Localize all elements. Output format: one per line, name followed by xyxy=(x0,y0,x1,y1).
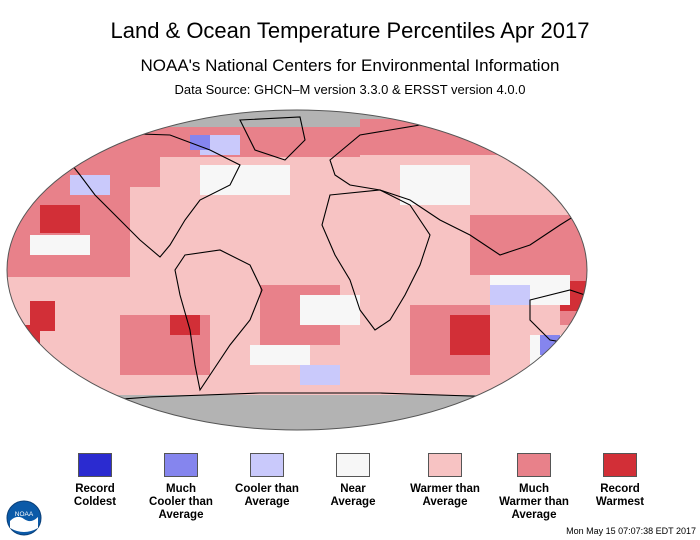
globe-border xyxy=(6,109,588,431)
region-near-7 xyxy=(400,165,470,205)
region-mcool-1 xyxy=(540,335,560,355)
region-record-4 xyxy=(450,315,490,355)
region-record-1 xyxy=(40,205,80,233)
australia-outline xyxy=(529,289,587,346)
legend-item-near: Near Average xyxy=(308,453,398,509)
legend-label-cooler: Cooler than Average xyxy=(235,483,299,508)
legend-item-record-warmest: Record Warmest xyxy=(575,453,665,509)
map-title: Land & Ocean Temperature Percentiles Apr… xyxy=(110,18,590,43)
region-mcool-2 xyxy=(190,135,210,150)
region-near-2 xyxy=(30,235,90,255)
region-mw-arctic-east xyxy=(360,119,580,155)
region-near-4 xyxy=(300,295,360,325)
antarctic-missing xyxy=(7,395,587,430)
legend-label-warmer: Warmer than Average xyxy=(410,483,480,508)
south-america-outline xyxy=(174,249,263,392)
region-record-5 xyxy=(170,315,200,335)
timestamp: Mon May 15 07:07:38 EDT 2017 xyxy=(566,526,696,536)
region-cool-3 xyxy=(620,175,660,195)
legend-label-much-cooler: Much Cooler than Average xyxy=(149,483,213,521)
legend-swatch-warmer xyxy=(428,453,462,477)
legend-item-warmer: Warmer than Average xyxy=(400,453,490,509)
north-america-outline xyxy=(59,132,241,258)
legend-label-record-warmest: Record Warmest xyxy=(595,483,645,508)
region-near-5 xyxy=(250,345,310,365)
legend-label-much-warmer: Much Warmer than Average xyxy=(499,483,569,521)
map-subtitle: NOAA's National Centers for Environmenta… xyxy=(140,56,560,75)
legend-label-record-coldest: Record Coldest xyxy=(73,483,117,508)
legend-swatch-record-warmest xyxy=(603,453,637,477)
legend-swatch-much-warmer xyxy=(517,453,551,477)
region-cool-6 xyxy=(300,365,340,385)
africa-outline xyxy=(321,189,431,331)
world-percentile-map xyxy=(6,109,660,431)
greenland-outline xyxy=(239,116,306,161)
region-cool-1 xyxy=(70,175,110,195)
region-record-7 xyxy=(20,325,40,355)
region-record-6 xyxy=(560,125,587,145)
region-cool-4 xyxy=(490,285,530,305)
region-near-1 xyxy=(200,165,290,195)
legend-swatch-much-cooler xyxy=(164,453,198,477)
legend-label-near: Near Average xyxy=(330,483,376,508)
legend-item-cooler: Cooler than Average xyxy=(222,453,312,509)
noaa-logo-icon: NOAA xyxy=(6,500,42,536)
legend-swatch-record-coldest xyxy=(78,453,112,477)
data-source: Data Source: GHCN–M version 3.3.0 & ERSS… xyxy=(174,82,526,97)
legend-item-much-warmer: Much Warmer than Average xyxy=(489,453,579,522)
legend-swatch-near xyxy=(336,453,370,477)
svg-text:NOAA: NOAA xyxy=(15,511,34,518)
legend-swatch-cooler xyxy=(250,453,284,477)
legend-item-much-cooler: Much Cooler than Average xyxy=(136,453,226,522)
legend-item-record-coldest: Record Coldest xyxy=(50,453,140,509)
arctic-missing xyxy=(7,110,587,127)
